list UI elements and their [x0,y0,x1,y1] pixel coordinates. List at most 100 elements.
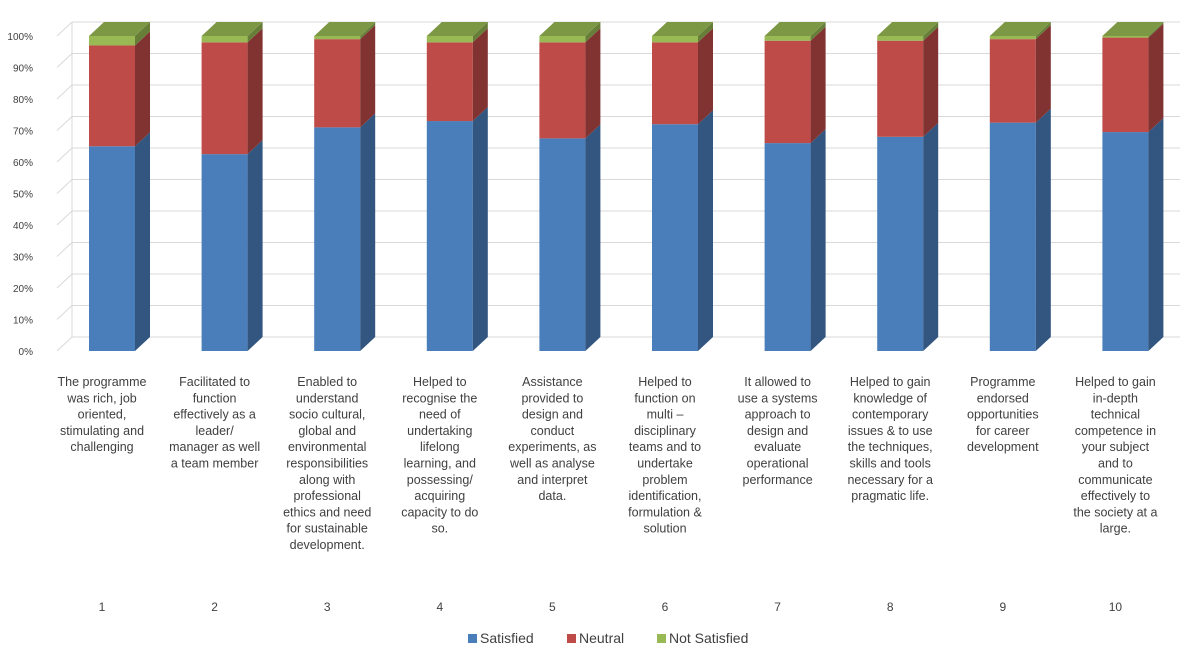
bar-neutral [426,42,473,122]
bar-side-neutral [585,28,601,139]
bar-neutral [652,42,698,125]
y-tick-label: 0% [19,347,34,358]
y-tick-label: 100% [7,32,33,43]
bar-side-not-satisfied [1148,22,1164,38]
bar-side-not-satisfied [923,22,939,41]
bar-satisfied [764,143,811,351]
bar-side-neutral [1035,25,1051,123]
bar-side-not-satisfied [810,22,826,41]
category-description: Assistance provided to design and conduct ex… [508,375,596,503]
category-description: Programme endorsed opportunities for career… [967,375,1039,454]
gridline-depth [56,147,73,163]
bar-side-neutral [810,26,826,144]
bar-side-neutral [247,28,263,155]
bar-side-satisfied [1035,108,1051,351]
bar-top-not-satisfied [201,22,263,36]
bar-side-neutral [472,28,488,122]
bar-neutral [539,42,586,139]
bar-side-satisfied [472,107,488,351]
category-label: 1 [99,600,106,614]
bar-satisfied [89,146,135,351]
gridline-depth [56,273,73,289]
gridline-depth [56,21,73,37]
bar-neutral [314,39,361,128]
category-description: It allowed to use a systems approach to des… [738,375,818,487]
bar-side-satisfied [923,122,939,351]
bar-not-satisfied [1102,36,1149,38]
category-label: 6 [662,600,669,614]
bar-side-satisfied [360,113,376,351]
bar-not-satisfied [764,36,811,41]
bar-top-not-satisfied [989,22,1051,36]
bar-satisfied [201,154,248,351]
bar-neutral [89,45,135,147]
bar-top-not-satisfied [426,22,488,36]
gridline-depth [56,242,73,257]
y-tick-label: 10% [13,316,33,327]
bar-side-satisfied [585,124,601,351]
category-label: 10 [1109,600,1123,614]
category-labels: The programme was rich, job oriented, stimu… [58,375,1158,614]
category-label: 2 [211,600,218,614]
bar-stack-6 [652,22,713,351]
bar-neutral [989,39,1036,123]
bar-satisfied [539,138,586,351]
bar-side-not-satisfied [585,22,601,43]
bar-not-satisfied [426,36,473,43]
bar-not-satisfied [314,36,361,40]
bar-stack-5 [539,22,601,351]
category-label: 9 [999,600,1006,614]
bar-not-satisfied [539,36,586,43]
gridline-depth [56,336,73,352]
category-description: Helped to function on multi – disciplinary t… [628,375,702,536]
y-tick-label: 40% [13,221,33,232]
category-label: 5 [549,600,556,614]
gridline-depth [56,210,73,226]
category-description: Helped to gain knowledge of contemporary is… [847,375,933,503]
bar-side-satisfied [810,129,826,351]
gridline-depth [56,84,73,100]
legend: Satisfied Neutral Not Satisfied [468,630,748,646]
bar-satisfied [989,122,1036,351]
bar-side-neutral [698,28,713,125]
bar-side-satisfied [247,140,263,351]
bar-stack-3 [314,22,376,351]
bar-side-not-satisfied [360,22,376,40]
y-tick-label: 70% [13,127,33,138]
bar-not-satisfied [89,36,135,46]
category-description: Enabled to understand socio cultural, globa… [283,375,371,552]
bar-satisfied [877,136,924,351]
gridline-depth [56,116,73,131]
category-description: Facilitated to function effectively as a le… [169,375,260,471]
y-tick-label: 60% [13,158,33,169]
y-axis: 0% 10% 20% 30% 40% 50% 60% 70% 80% 90% 100% [7,32,33,358]
bar-side-not-satisfied [1035,22,1051,40]
legend-label-satisfied: Satisfied [480,630,534,646]
y-tick-label: 20% [13,284,33,295]
bar-side-neutral [135,31,150,147]
bar-top-not-satisfied [539,22,601,36]
bar-side-not-satisfied [247,22,263,43]
bar-neutral [764,40,811,144]
bar-neutral [201,42,248,155]
bar-satisfied [1102,132,1149,351]
y-tick-label: 90% [13,64,33,75]
legend-label-not-satisfied: Not Satisfied [669,630,748,646]
bar-top-not-satisfied [89,22,150,36]
category-description: Helped to gain in-depth technical competenc… [1073,375,1157,536]
bar-neutral [1102,37,1149,133]
category-description: Helped to recognise the need of undertaking… [401,375,478,536]
bar-neutral [877,40,924,137]
category-label: 8 [887,600,894,614]
bar-side-neutral [1148,23,1164,133]
bar-top-not-satisfied [652,22,713,36]
legend-swatch-neutral [567,634,576,643]
category-description: The programme was rich, job oriented, stimu… [58,375,147,454]
bar-not-satisfied [877,36,924,41]
bar-side-not-satisfied [135,22,150,46]
bar-not-satisfied [989,36,1036,40]
bar-side-not-satisfied [698,22,713,43]
legend-swatch-satisfied [468,634,477,643]
